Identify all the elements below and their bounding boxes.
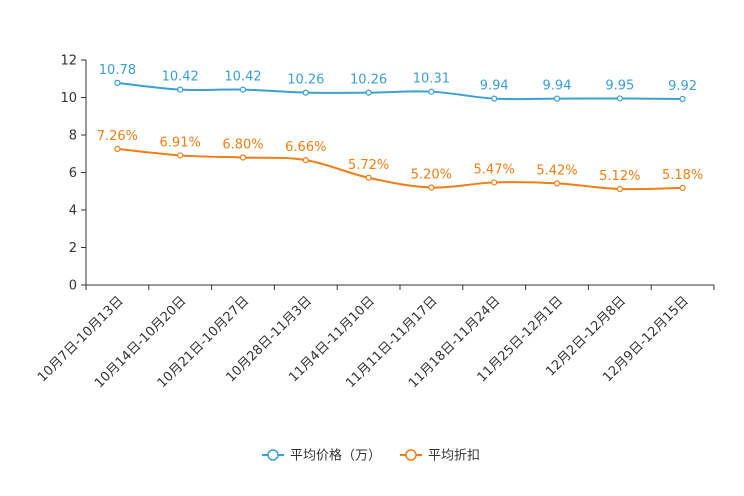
data-label: 9.94 <box>480 79 509 94</box>
data-point <box>302 89 309 96</box>
y-tick-label: 12 <box>60 54 77 69</box>
legend-marker-icon <box>405 449 417 461</box>
data-label: 7.26% <box>97 129 138 144</box>
data-point <box>239 154 247 161</box>
data-point <box>302 157 309 164</box>
data-point <box>114 79 121 86</box>
series-line-0 <box>117 81 683 101</box>
data-label: 5.12% <box>599 169 640 184</box>
data-label: 10.26 <box>350 73 387 88</box>
data-label: 6.80% <box>222 138 263 153</box>
legend-item-0[interactable]: 平均价格（万） <box>262 448 381 464</box>
data-label: 9.92 <box>668 79 697 94</box>
series-0: 10.78 10.42 10.42 10.26 10.26 10.31 9.94 9.94 9.… <box>99 63 697 103</box>
legend-item-1[interactable]: 平均折扣 <box>400 449 480 464</box>
y-tick-label: 8 <box>69 129 77 144</box>
data-label: 10.42 <box>224 70 261 85</box>
legend-label: 平均价格（万） <box>290 448 381 464</box>
data-point <box>616 95 623 102</box>
data-label: 10.31 <box>413 72 450 87</box>
data-point <box>616 185 623 193</box>
legend-label: 平均折扣 <box>428 449 480 464</box>
data-label: 5.18% <box>662 168 703 183</box>
data-point <box>491 179 498 186</box>
data-label: 10.42 <box>162 70 199 85</box>
data-label: 10.78 <box>99 63 136 78</box>
data-point <box>553 95 561 102</box>
data-point <box>679 95 686 103</box>
data-point <box>428 88 435 95</box>
data-label: 10.26 <box>287 73 324 88</box>
data-label: 5.20% <box>411 168 452 183</box>
series-group: 10.78 10.42 10.42 10.26 10.26 10.31 9.94 9.94 9.… <box>97 63 703 193</box>
data-label: 5.47% <box>474 162 515 177</box>
data-point <box>491 95 498 102</box>
y-tick-label: 6 <box>69 166 77 181</box>
series-1: 7.26% 6.91% 6.80% 6.66% 5.72% 5.20% 5.47% 5.42%… <box>97 129 703 193</box>
data-point <box>177 152 184 159</box>
axes: 02468101210月7日-10月13日10月14日-10月20日10月21日… <box>35 54 715 391</box>
data-label: 6.91% <box>160 135 201 150</box>
data-label: 5.42% <box>536 163 577 178</box>
data-point <box>239 86 247 93</box>
y-tick-label: 0 <box>69 279 77 294</box>
data-point <box>177 86 184 93</box>
data-label: 9.95 <box>605 78 634 93</box>
data-label: 6.66% <box>285 140 326 155</box>
data-point <box>114 145 121 152</box>
data-label: 5.72% <box>348 158 389 173</box>
y-tick-label: 4 <box>69 204 77 219</box>
data-point <box>365 174 372 181</box>
series-line-1 <box>117 147 683 191</box>
legend[interactable]: 平均价格（万） 平均折扣 <box>262 448 480 464</box>
data-point <box>365 89 372 96</box>
data-point <box>679 184 686 191</box>
y-tick-label: 2 <box>69 241 77 256</box>
y-tick-label: 10 <box>60 91 77 106</box>
data-point <box>553 180 561 187</box>
legend-marker-icon <box>267 449 279 461</box>
data-label: 9.94 <box>543 79 572 94</box>
data-point <box>428 184 435 191</box>
